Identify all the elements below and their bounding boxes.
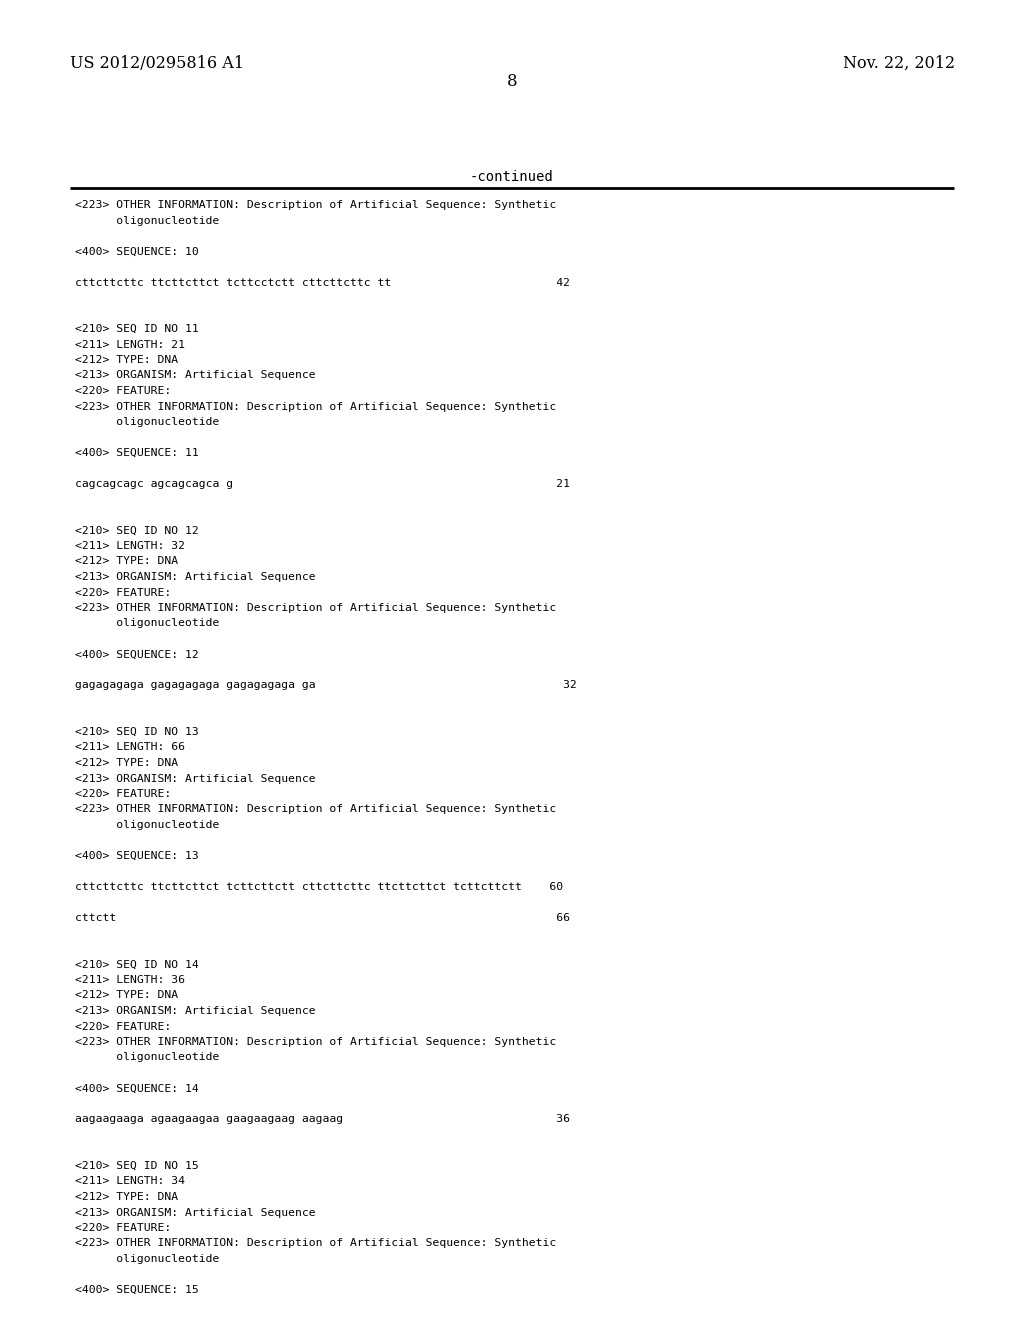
Text: -continued: -continued	[470, 170, 554, 183]
Text: oligonucleotide: oligonucleotide	[75, 619, 219, 628]
Text: <223> OTHER INFORMATION: Description of Artificial Sequence: Synthetic: <223> OTHER INFORMATION: Description of …	[75, 804, 556, 814]
Text: oligonucleotide: oligonucleotide	[75, 820, 219, 830]
Text: US 2012/0295816 A1: US 2012/0295816 A1	[70, 55, 244, 73]
Text: <400> SEQUENCE: 14: <400> SEQUENCE: 14	[75, 1084, 199, 1093]
Text: oligonucleotide: oligonucleotide	[75, 417, 219, 426]
Text: <213> ORGANISM: Artificial Sequence: <213> ORGANISM: Artificial Sequence	[75, 1006, 315, 1016]
Text: <223> OTHER INFORMATION: Description of Artificial Sequence: Synthetic: <223> OTHER INFORMATION: Description of …	[75, 1038, 556, 1047]
Text: <211> LENGTH: 66: <211> LENGTH: 66	[75, 742, 185, 752]
Text: oligonucleotide: oligonucleotide	[75, 1052, 219, 1063]
Text: gagagagaga gagagagaga gagagagaga ga                                    32: gagagagaga gagagagaga gagagagaga ga 32	[75, 681, 577, 690]
Text: cttcttcttc ttcttcttct tcttcttctt cttcttcttc ttcttcttct tcttcttctt    60: cttcttcttc ttcttcttct tcttcttctt cttcttc…	[75, 882, 563, 892]
Text: <210> SEQ ID NO 11: <210> SEQ ID NO 11	[75, 323, 199, 334]
Text: <211> LENGTH: 21: <211> LENGTH: 21	[75, 339, 185, 350]
Text: cttcttcttc ttcttcttct tcttcctctt cttcttcttc tt                        42: cttcttcttc ttcttcttct tcttcctctt cttcttc…	[75, 277, 570, 288]
Text: <211> LENGTH: 32: <211> LENGTH: 32	[75, 541, 185, 550]
Text: oligonucleotide: oligonucleotide	[75, 1254, 219, 1265]
Text: <211> LENGTH: 34: <211> LENGTH: 34	[75, 1176, 185, 1187]
Text: <400> SEQUENCE: 13: <400> SEQUENCE: 13	[75, 851, 199, 861]
Text: Nov. 22, 2012: Nov. 22, 2012	[843, 55, 955, 73]
Text: <212> TYPE: DNA: <212> TYPE: DNA	[75, 990, 178, 1001]
Text: <220> FEATURE:: <220> FEATURE:	[75, 587, 171, 598]
Text: <220> FEATURE:: <220> FEATURE:	[75, 1022, 171, 1031]
Text: <210> SEQ ID NO 15: <210> SEQ ID NO 15	[75, 1162, 199, 1171]
Text: <400> SEQUENCE: 10: <400> SEQUENCE: 10	[75, 247, 199, 256]
Text: <220> FEATURE:: <220> FEATURE:	[75, 1224, 171, 1233]
Text: <220> FEATURE:: <220> FEATURE:	[75, 789, 171, 799]
Text: <210> SEQ ID NO 13: <210> SEQ ID NO 13	[75, 727, 199, 737]
Text: cttctt                                                                66: cttctt 66	[75, 913, 570, 923]
Text: <212> TYPE: DNA: <212> TYPE: DNA	[75, 1192, 178, 1203]
Text: <211> LENGTH: 36: <211> LENGTH: 36	[75, 975, 185, 985]
Text: <223> OTHER INFORMATION: Description of Artificial Sequence: Synthetic: <223> OTHER INFORMATION: Description of …	[75, 1238, 556, 1249]
Text: <220> FEATURE:: <220> FEATURE:	[75, 385, 171, 396]
Text: <400> SEQUENCE: 12: <400> SEQUENCE: 12	[75, 649, 199, 660]
Text: <213> ORGANISM: Artificial Sequence: <213> ORGANISM: Artificial Sequence	[75, 371, 315, 380]
Text: 8: 8	[507, 73, 517, 90]
Text: <210> SEQ ID NO 14: <210> SEQ ID NO 14	[75, 960, 199, 969]
Text: <213> ORGANISM: Artificial Sequence: <213> ORGANISM: Artificial Sequence	[75, 572, 315, 582]
Text: oligonucleotide: oligonucleotide	[75, 215, 219, 226]
Text: <400> SEQUENCE: 15: <400> SEQUENCE: 15	[75, 1284, 199, 1295]
Text: <223> OTHER INFORMATION: Description of Artificial Sequence: Synthetic: <223> OTHER INFORMATION: Description of …	[75, 201, 556, 210]
Text: aagaagaaga agaagaagaa gaagaagaag aagaag                               36: aagaagaaga agaagaagaa gaagaagaag aagaag …	[75, 1114, 570, 1125]
Text: <212> TYPE: DNA: <212> TYPE: DNA	[75, 758, 178, 768]
Text: <213> ORGANISM: Artificial Sequence: <213> ORGANISM: Artificial Sequence	[75, 774, 315, 784]
Text: <212> TYPE: DNA: <212> TYPE: DNA	[75, 355, 178, 366]
Text: <223> OTHER INFORMATION: Description of Artificial Sequence: Synthetic: <223> OTHER INFORMATION: Description of …	[75, 603, 556, 612]
Text: <210> SEQ ID NO 12: <210> SEQ ID NO 12	[75, 525, 199, 536]
Text: <223> OTHER INFORMATION: Description of Artificial Sequence: Synthetic: <223> OTHER INFORMATION: Description of …	[75, 401, 556, 412]
Text: <213> ORGANISM: Artificial Sequence: <213> ORGANISM: Artificial Sequence	[75, 1208, 315, 1217]
Text: <212> TYPE: DNA: <212> TYPE: DNA	[75, 557, 178, 566]
Text: cagcagcagc agcagcagca g                                               21: cagcagcagc agcagcagca g 21	[75, 479, 570, 488]
Text: <400> SEQUENCE: 11: <400> SEQUENCE: 11	[75, 447, 199, 458]
